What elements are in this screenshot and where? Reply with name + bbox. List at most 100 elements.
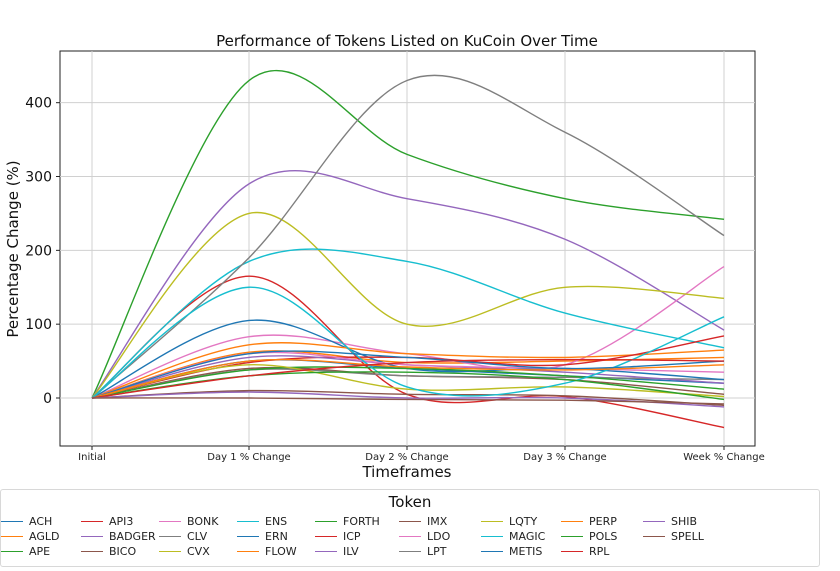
legend-item-ldo: LDO <box>399 529 450 544</box>
series-line-cvx <box>91 211 725 399</box>
legend-label: METIS <box>509 545 543 558</box>
x-axis-label: Timeframes <box>361 463 451 481</box>
legend-swatch <box>561 551 583 552</box>
series-line-metis <box>91 350 725 399</box>
series-line-magic <box>91 286 725 399</box>
legend-label: LDO <box>427 530 451 543</box>
series-line-pols <box>91 371 725 401</box>
series-line-perp <box>91 358 725 399</box>
legend-swatch <box>399 536 421 537</box>
legend-label: MAGIC <box>509 530 546 543</box>
y-tick-label: 400 <box>25 96 52 112</box>
legend-item-badger: BADGER <box>81 529 156 544</box>
legend-item-clv: CLV <box>159 529 207 544</box>
legend-swatch <box>561 536 583 537</box>
y-axis-label: Percentage Change (%) <box>4 160 22 337</box>
legend-swatch <box>81 536 103 537</box>
legend-label: SPELL <box>671 530 704 543</box>
legend-label: RPL <box>589 545 610 558</box>
legend-item-ilv: ILV <box>315 544 359 559</box>
legend-swatch <box>237 521 259 522</box>
legend-label: ENS <box>265 515 288 528</box>
legend-label: AGLD <box>29 530 60 543</box>
legend-label: APE <box>29 545 51 558</box>
legend-swatch <box>315 536 337 537</box>
legend-item-lpt: LPT <box>399 544 446 559</box>
legend-swatch <box>315 521 337 522</box>
legend-label: PERP <box>589 515 617 528</box>
legend-label: FORTH <box>343 515 380 528</box>
legend-swatch <box>399 551 421 552</box>
chart-title: Performance of Tokens Listed on KuCoin O… <box>216 32 598 50</box>
legend-label: POLS <box>589 530 618 543</box>
legend-swatch <box>237 551 259 552</box>
legend-label: CVX <box>187 545 210 558</box>
line-chart: Performance of Tokens Listed on KuCoin O… <box>4 32 765 481</box>
legend-swatch <box>315 551 337 552</box>
legend-item-pols: POLS <box>561 529 617 544</box>
legend-title: Token <box>388 493 432 511</box>
legend-swatch <box>81 521 103 522</box>
series-line-api3 <box>91 275 725 429</box>
legend-swatch <box>481 521 503 522</box>
legend-item-ach: ACH <box>1 514 52 529</box>
series-line-badger <box>91 169 725 399</box>
legend-item-icp: ICP <box>315 529 361 544</box>
x-tick-label: Initial <box>78 452 106 463</box>
legend-item-ern: ERN <box>237 529 288 544</box>
y-tick-label: 100 <box>25 317 52 333</box>
legend-swatch <box>1 551 23 552</box>
series-line-imx <box>91 389 725 407</box>
legend-item-api3: API3 <box>81 514 133 529</box>
legend: Token ACH AGLD APE API3 BADGER BICO BONK CLV CVX… <box>0 489 820 567</box>
legend-item-forth: FORTH <box>315 514 380 529</box>
legend-item-magic: MAGIC <box>481 529 545 544</box>
legend-item-lqty: LQTY <box>481 514 537 529</box>
series-line-spell <box>91 397 725 405</box>
y-tick-label: 200 <box>25 243 52 259</box>
legend-swatch <box>159 521 181 522</box>
legend-label: ICP <box>343 530 361 543</box>
series-line-shib <box>91 391 725 408</box>
legend-item-perp: PERP <box>561 514 617 529</box>
legend-label: CLV <box>187 530 208 543</box>
legend-label: ERN <box>265 530 288 543</box>
series-line-forth <box>91 366 725 399</box>
x-tick-label: Day 1 % Change <box>207 452 290 463</box>
legend-label: API3 <box>109 515 134 528</box>
legend-item-rpl: RPL <box>561 544 609 559</box>
legend-label: BICO <box>109 545 137 558</box>
legend-label: FLOW <box>265 545 297 558</box>
series-layer <box>91 69 725 429</box>
legend-label: BADGER <box>109 530 156 543</box>
series-line-flow <box>91 342 725 399</box>
legend-label: SHIB <box>671 515 698 528</box>
legend-label: LPT <box>427 545 447 558</box>
legend-item-ape: APE <box>1 544 50 559</box>
legend-swatch <box>643 521 665 522</box>
legend-swatch <box>237 536 259 537</box>
x-tick-label: Day 3 % Change <box>523 452 606 463</box>
legend-label: ILV <box>343 545 359 558</box>
legend-swatch <box>159 536 181 537</box>
legend-swatch <box>159 551 181 552</box>
legend-swatch <box>1 536 23 537</box>
legend-swatch <box>1 521 23 522</box>
legend-label: LQTY <box>509 515 538 528</box>
legend-item-metis: METIS <box>481 544 542 559</box>
legend-swatch <box>81 551 103 552</box>
legend-label: ACH <box>29 515 53 528</box>
series-line-ape <box>91 69 725 399</box>
legend-item-bonk: BONK <box>159 514 218 529</box>
legend-label: IMX <box>427 515 448 528</box>
legend-item-cvx: CVX <box>159 544 210 559</box>
axis-layer: Initial Day 1 % Change Day 2 % Change Day 3… <box>25 96 765 463</box>
legend-item-shib: SHIB <box>643 514 697 529</box>
legend-swatch <box>481 536 503 537</box>
legend-swatch <box>643 536 665 537</box>
y-tick-label: 300 <box>25 170 52 186</box>
legend-swatch <box>399 521 421 522</box>
legend-item-spell: SPELL <box>643 529 704 544</box>
legend-label: BONK <box>187 515 219 528</box>
x-tick-label: Day 2 % Change <box>365 452 448 463</box>
